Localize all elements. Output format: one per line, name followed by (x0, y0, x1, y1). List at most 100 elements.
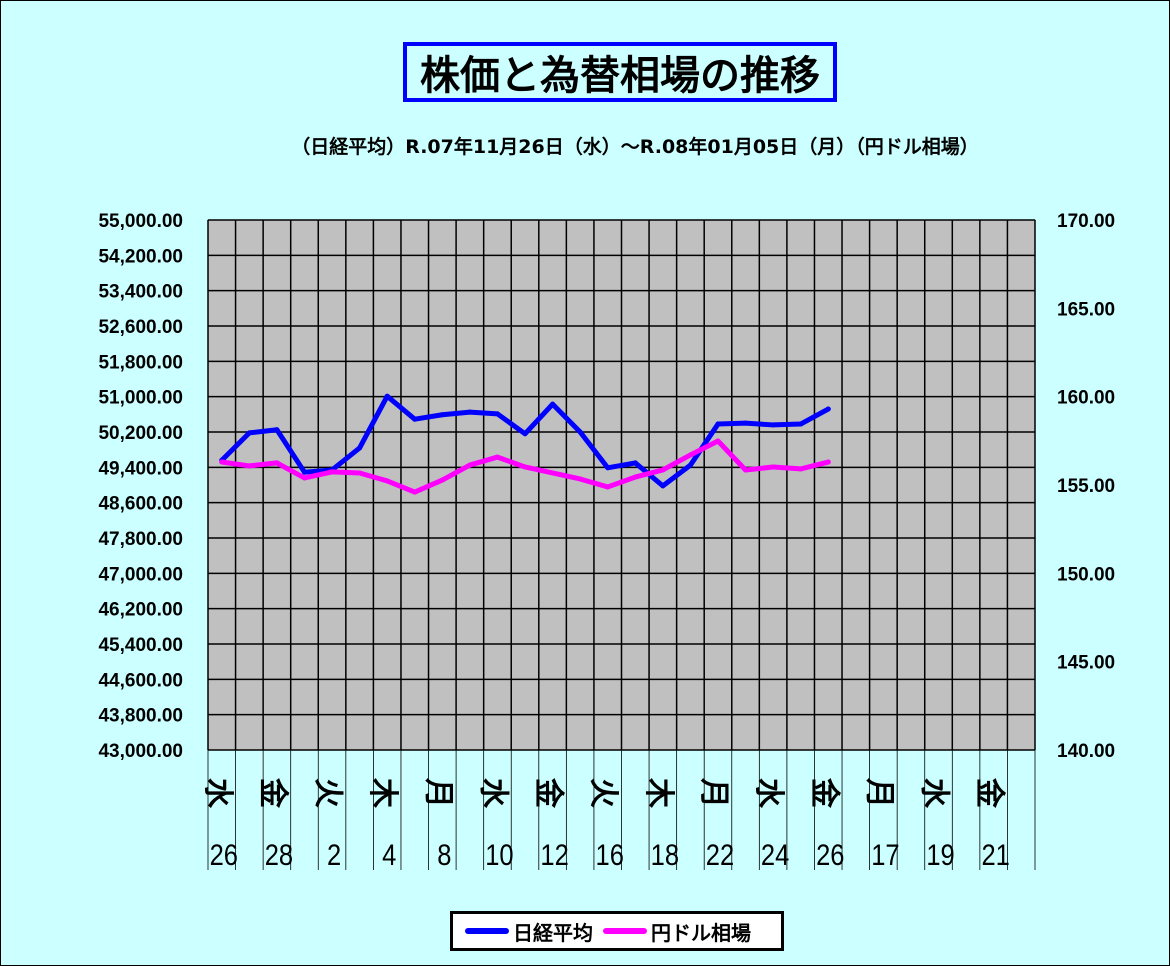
data-point (522, 464, 528, 470)
x-day-label: 8 (437, 838, 451, 871)
chart-subtitle: （日経平均）R.07年11月26日（水）～R.08年01月05日（月）（円ドル相… (291, 136, 979, 158)
y-right-tick-label: 145.00 (1057, 653, 1115, 674)
x-day-label: 26 (210, 838, 238, 871)
data-point (605, 465, 611, 471)
x-day-label: 28 (265, 838, 293, 871)
data-point (274, 427, 280, 433)
data-point (798, 421, 804, 427)
x-weekday-label: 水 (751, 778, 786, 809)
x-weekday-label: 金 (255, 777, 290, 809)
x-weekday-label: 金 (531, 777, 566, 809)
data-point (770, 464, 776, 470)
legend: 日経平均 円ドル相場 (450, 911, 784, 951)
x-weekday-label: 水 (200, 778, 235, 809)
x-weekday-label: 金 (806, 777, 841, 809)
x-weekday-label: 金 (972, 777, 1007, 809)
x-weekday-label: 月 (861, 778, 896, 808)
y-left-tick-label: 52,600.00 (98, 317, 183, 338)
legend-item-usdjpy: 円ドル相場 (603, 917, 751, 946)
legend-swatch-magenta (603, 928, 647, 934)
data-point (605, 484, 611, 490)
x-day-label: 16 (596, 838, 624, 871)
data-point (494, 411, 500, 417)
data-point (522, 431, 528, 437)
data-point (577, 476, 583, 482)
legend-item-nikkei: 日経平均 (465, 917, 593, 946)
x-day-label: 12 (540, 838, 568, 871)
data-point (219, 459, 225, 465)
data-point (825, 459, 831, 465)
data-point (687, 462, 693, 468)
y-left-tick-label: 55,000.00 (98, 211, 183, 232)
data-point (577, 429, 583, 435)
y-left-tick-label: 48,600.00 (98, 494, 183, 515)
y-left-tick-label: 54,200.00 (98, 246, 183, 267)
y-left-tick-label: 47,000.00 (98, 564, 183, 585)
data-point (439, 477, 445, 483)
x-weekday-label: 火 (586, 778, 621, 808)
data-point (301, 469, 307, 475)
x-day-label: 24 (761, 838, 789, 871)
x-weekday-label: 木 (365, 777, 400, 808)
x-day-label: 4 (382, 838, 396, 871)
y-right-tick-label: 140.00 (1057, 741, 1115, 762)
data-point (439, 412, 445, 418)
legend-label: 円ドル相場 (651, 920, 751, 945)
data-point (825, 406, 831, 412)
y-left-tick-label: 45,400.00 (98, 635, 183, 656)
data-point (274, 460, 280, 466)
data-point (632, 474, 638, 480)
data-point (660, 467, 666, 473)
x-day-label: 17 (871, 838, 899, 871)
data-point (357, 445, 363, 451)
data-point (743, 420, 749, 426)
data-point (743, 467, 749, 473)
y-left-tick-label: 51,000.00 (98, 388, 183, 409)
y-right-tick-label: 150.00 (1057, 564, 1115, 585)
data-point (412, 489, 418, 495)
data-point (412, 416, 418, 422)
data-point (494, 454, 500, 460)
data-point (715, 438, 721, 444)
data-point (770, 422, 776, 428)
data-point (301, 475, 307, 481)
data-point (357, 470, 363, 476)
data-point (660, 483, 666, 489)
data-point (246, 430, 252, 436)
x-weekday-label: 水 (917, 778, 952, 809)
legend-swatch-blue (465, 928, 509, 934)
data-point (467, 462, 473, 468)
y-right-tick-label: 160.00 (1057, 388, 1115, 409)
x-weekday-label: 月 (696, 778, 731, 808)
x-weekday-label: 木 (641, 777, 676, 808)
data-point (715, 421, 721, 427)
y-right-tick-label: 170.00 (1057, 211, 1115, 232)
x-day-label: 18 (651, 838, 679, 871)
y-left-tick-label: 43,800.00 (98, 706, 183, 727)
y-left-tick-label: 51,800.00 (98, 352, 183, 373)
data-point (384, 393, 390, 399)
data-point (550, 470, 556, 476)
data-point (798, 466, 804, 472)
y-left-tick-label: 43,000.00 (98, 741, 183, 762)
x-weekday-label: 水 (475, 778, 510, 809)
data-point (246, 463, 252, 469)
x-day-label: 22 (706, 838, 734, 871)
x-weekday-label: 月 (420, 778, 455, 808)
y-left-tick-label: 53,400.00 (98, 282, 183, 303)
x-weekday-label: 火 (310, 778, 345, 808)
y-left-tick-label: 47,800.00 (98, 529, 183, 550)
data-point (632, 460, 638, 466)
y-left-tick-label: 46,200.00 (98, 600, 183, 621)
y-right-tick-label: 165.00 (1057, 299, 1115, 320)
x-day-label: 26 (816, 838, 844, 871)
y-left-tick-label: 49,400.00 (98, 458, 183, 479)
x-day-label: 2 (327, 838, 341, 871)
y-left-tick-label: 50,200.00 (98, 423, 183, 444)
x-day-label: 10 (485, 838, 513, 871)
data-point (384, 478, 390, 484)
y-left-tick-label: 44,600.00 (98, 670, 183, 691)
legend-label: 日経平均 (513, 920, 593, 945)
data-point (467, 409, 473, 415)
